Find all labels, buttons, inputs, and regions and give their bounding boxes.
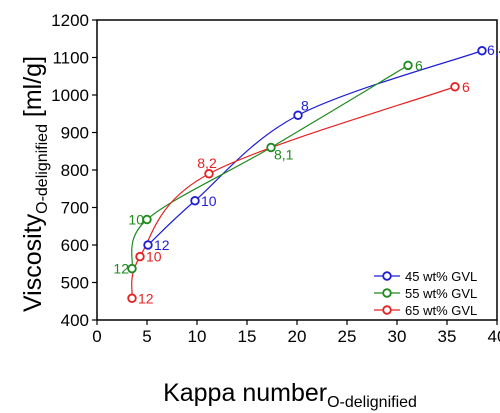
series-line <box>131 86 456 299</box>
data-point <box>450 82 460 92</box>
data-point <box>204 169 214 179</box>
data-point <box>477 46 487 56</box>
legend-label: 45 wt% GVL <box>405 269 477 284</box>
legend-label: 55 wt% GVL <box>405 286 477 301</box>
point-label: 8 <box>301 97 309 113</box>
point-label: 10 <box>128 212 144 228</box>
legend-marker <box>382 271 392 281</box>
y-tick-label: 900 <box>61 124 89 143</box>
data-point <box>143 240 153 250</box>
series-curves <box>131 50 483 299</box>
point-label: 8,2 <box>197 155 217 171</box>
x-tick-label: 20 <box>288 327 307 346</box>
y-tick-label: 400 <box>61 311 89 330</box>
data-point <box>266 142 276 153</box>
y-tick-label: 700 <box>61 199 89 218</box>
point-label: 8,1 <box>274 147 294 163</box>
data-point <box>142 214 152 225</box>
point-label: 10 <box>146 249 162 265</box>
point-label: 12 <box>138 290 154 306</box>
x-tick-label: 5 <box>142 327 151 346</box>
data-point <box>293 110 303 120</box>
data-points <box>127 46 487 303</box>
x-tick-label: 30 <box>388 327 407 346</box>
x-tick-label: 35 <box>438 327 457 346</box>
axes <box>92 19 498 325</box>
x-axis-title: Kappa numberO-delignified <box>163 379 417 411</box>
point-label: 12 <box>113 261 129 277</box>
x-tick-label: 0 <box>92 327 101 346</box>
y-tick-label: 800 <box>61 161 89 180</box>
data-point <box>135 251 145 262</box>
tick-labels: 0 5 10 15 20 25 30 35 40 400 500 600 700 800 900 1000 11… <box>51 11 500 346</box>
legend-marker <box>382 288 392 298</box>
y-axis-title: ViscosityO-delignified [ml/g] <box>19 56 51 312</box>
point-label: 6 <box>415 57 423 73</box>
y-tick-label: 600 <box>61 236 89 255</box>
x-tick-label: 40 <box>488 327 500 346</box>
data-point <box>190 196 200 206</box>
legend-label: 65 wt% GVL <box>405 303 477 318</box>
legend: 45 wt% GVL 55 wt% GVL 65 wt% GVL <box>374 269 477 318</box>
point-label: 12 <box>154 237 170 253</box>
data-point <box>127 293 137 303</box>
data-point <box>127 263 137 274</box>
point-label: 10 <box>201 193 217 209</box>
legend-marker <box>382 305 392 315</box>
y-tick-label: 500 <box>61 274 89 293</box>
y-tick-label: 1200 <box>51 11 89 30</box>
point-label: 6 <box>462 79 470 95</box>
y-tick-label: 1000 <box>51 86 89 105</box>
data-point <box>403 60 413 71</box>
x-tick-label: 15 <box>238 327 257 346</box>
point-label: 6,4 <box>487 42 500 58</box>
y-tick-label: 1100 <box>52 49 89 68</box>
series-line <box>131 64 409 269</box>
x-tick-label: 25 <box>338 327 357 346</box>
series-line <box>147 50 483 246</box>
x-tick-label: 10 <box>188 327 207 346</box>
